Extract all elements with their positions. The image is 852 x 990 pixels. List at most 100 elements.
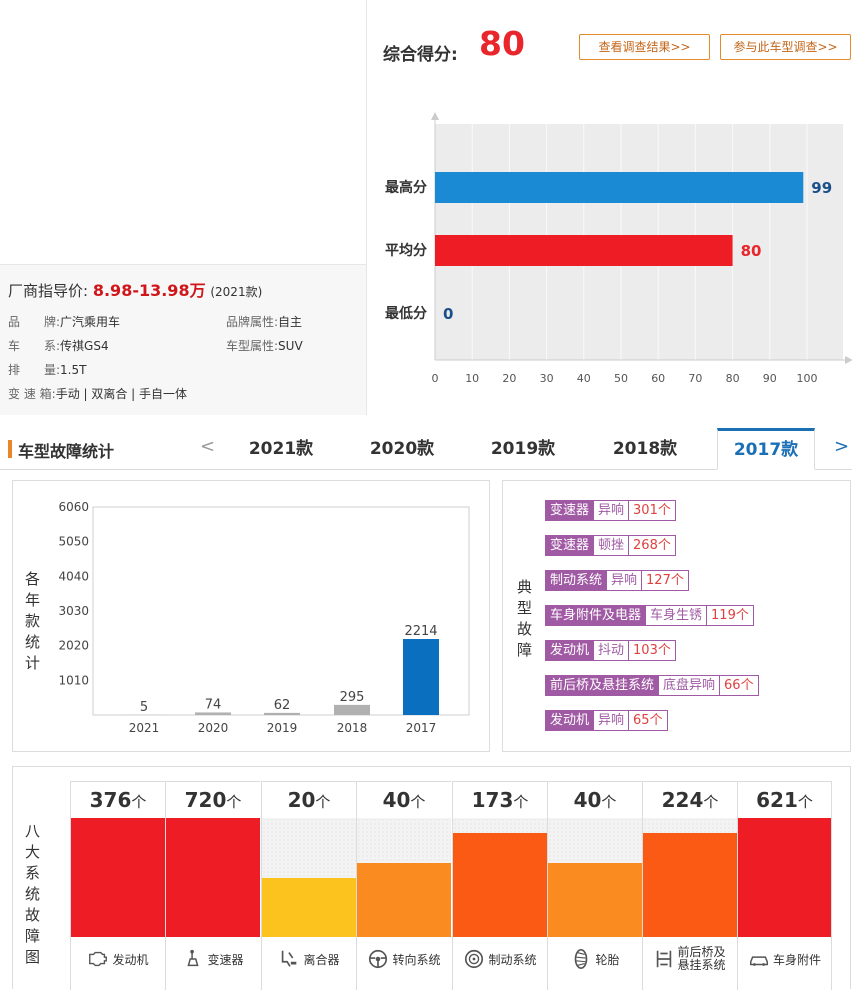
system-name: 制动系统 [453, 939, 547, 979]
system-name-label: 转向系统 [392, 951, 440, 968]
price-value: 8.98-13.98万 [93, 281, 206, 300]
system-bar-track [548, 818, 642, 937]
tab-2021[interactable]: 2021款 [232, 428, 330, 470]
system-column[interactable]: 376个发动机 [70, 781, 165, 990]
score-bar [435, 235, 733, 266]
system-bar-fill [643, 833, 737, 937]
x-tick-label: 30 [540, 372, 554, 385]
score-category-label: 最低分 [385, 305, 427, 322]
system-name: 发动机 [71, 939, 165, 979]
system-bar-track [738, 818, 831, 937]
system-bar-fill [71, 818, 165, 937]
tire-icon [570, 948, 592, 970]
system-count-value: 720 [185, 788, 227, 812]
annual-bar-value: 295 [340, 690, 365, 705]
system-count-unit: 个 [513, 793, 528, 811]
system-name-label: 制动系统 [488, 951, 536, 968]
x-axis-arrow [845, 356, 852, 364]
model-year: (2021款) [210, 285, 262, 299]
system-column[interactable]: 40个转向系统 [356, 781, 451, 990]
score-category-label: 平均分 [385, 242, 427, 259]
x-tick-label: 60 [651, 372, 665, 385]
score-bar [435, 172, 803, 203]
system-name-label: 前后桥及悬挂系统 [678, 946, 728, 972]
y-tick-label: 3030 [58, 604, 89, 618]
x-tick-label: 70 [688, 372, 702, 385]
annual-bar [334, 705, 370, 715]
system-name-label: 轮胎 [595, 951, 619, 968]
view-results-button[interactable]: 查看调查结果>> [579, 34, 710, 60]
system-column[interactable]: 20个离合器 [261, 781, 356, 990]
system-count-unit: 个 [315, 793, 330, 811]
fault-desc-tag: 顿挫 [594, 535, 629, 556]
system-bar-fill [548, 863, 642, 937]
system-count-value: 621 [756, 788, 798, 812]
annual-bar [403, 639, 439, 715]
system-bar-track [262, 818, 356, 937]
system-column[interactable]: 621个车身附件 [737, 781, 832, 990]
system-name-label: 离合器 [303, 951, 339, 968]
annual-bar-value: 5 [140, 700, 148, 715]
system-column[interactable]: 40个轮胎 [547, 781, 642, 990]
fault-desc-tag: 异响 [594, 500, 629, 521]
score-bar-value: 80 [741, 242, 762, 260]
system-name: 变速器 [166, 939, 260, 979]
join-survey-button[interactable]: 参与此车型调查>> [720, 34, 851, 60]
overall-score-value: 80 [479, 24, 525, 63]
system-count-unit: 个 [798, 793, 813, 811]
fault-desc-tag: 异响 [594, 710, 629, 731]
annual-bar [264, 713, 300, 715]
system-column[interactable]: 720个变速器 [165, 781, 260, 990]
tab-2020[interactable]: 2020款 [353, 428, 451, 470]
spec-transmission: 变 速 箱:手动 | 双离合 | 手自一体 [8, 385, 187, 402]
y-tick-label: 5050 [58, 535, 89, 549]
prev-year-arrow[interactable]: < [200, 436, 215, 457]
fault-desc-tag: 车身生锈 [646, 605, 707, 626]
y-tick-label: 2020 [58, 639, 89, 653]
tab-2017[interactable]: 2017款 [717, 428, 815, 470]
next-year-arrow[interactable]: > [834, 436, 849, 457]
system-fault-count: 20个 [262, 781, 356, 818]
system-fault-count: 621个 [738, 781, 831, 818]
system-fault-count: 224个 [643, 781, 737, 818]
system-bar-track [166, 818, 260, 937]
tab-2018[interactable]: 2018款 [596, 428, 694, 470]
system-name-label: 发动机 [112, 951, 148, 968]
system-count-value: 173 [472, 788, 514, 812]
overall-score-label: 综合得分: [383, 40, 458, 65]
x-tick-label: 0 [432, 372, 439, 385]
fault-desc-tag: 抖动 [594, 640, 629, 661]
system-bar-fill [453, 833, 547, 937]
system-fault-count: 173个 [453, 781, 547, 818]
system-bar-track [71, 818, 165, 937]
fault-system-tag: 变速器 [545, 500, 594, 521]
annual-x-label: 2021 [129, 721, 160, 735]
system-column[interactable]: 173个制动系统 [452, 781, 547, 990]
tab-2019[interactable]: 2019款 [474, 428, 572, 470]
system-fault-count: 376个 [71, 781, 165, 818]
fault-desc-tag: 底盘异响 [659, 675, 720, 696]
x-tick-label: 10 [465, 372, 479, 385]
system-name: 转向系统 [357, 939, 451, 979]
system-name: 车身附件 [738, 939, 831, 979]
fault-system-tag: 发动机 [545, 640, 594, 661]
car-body-icon [748, 948, 770, 970]
system-name: 轮胎 [548, 939, 642, 979]
system-bar-fill [166, 818, 260, 937]
y-tick-label: 1010 [58, 673, 89, 687]
system-column[interactable]: 224个前后桥及悬挂系统 [642, 781, 737, 990]
y-axis-arrow [431, 112, 439, 120]
spec-brand-type: 品牌属性:自主 [226, 313, 302, 330]
suspension-icon [653, 948, 675, 970]
